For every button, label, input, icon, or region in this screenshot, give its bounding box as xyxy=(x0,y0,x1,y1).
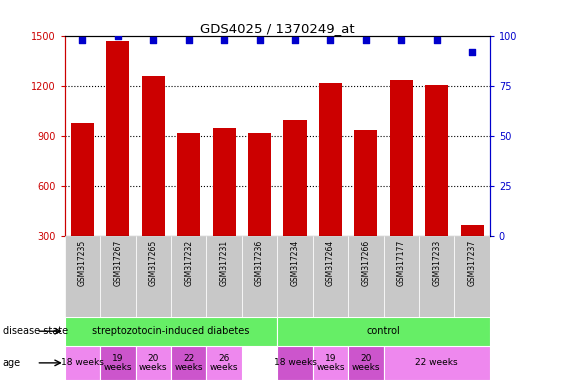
Text: GSM317237: GSM317237 xyxy=(468,240,477,286)
Bar xyxy=(278,317,490,346)
Point xyxy=(78,37,87,43)
Text: age: age xyxy=(3,358,21,368)
Title: GDS4025 / 1370249_at: GDS4025 / 1370249_at xyxy=(200,22,355,35)
Text: disease state: disease state xyxy=(3,326,68,336)
Bar xyxy=(65,317,278,346)
Bar xyxy=(100,236,136,317)
Bar xyxy=(348,236,383,317)
Bar xyxy=(390,80,413,236)
Text: 19
weeks: 19 weeks xyxy=(104,354,132,372)
Point xyxy=(468,50,477,56)
Point xyxy=(184,37,193,43)
Point xyxy=(291,37,300,43)
Text: GSM317236: GSM317236 xyxy=(255,240,264,286)
Bar xyxy=(65,346,100,380)
Bar xyxy=(354,130,377,236)
Bar xyxy=(461,225,484,236)
Text: 22
weeks: 22 weeks xyxy=(175,354,203,372)
Bar xyxy=(136,236,171,317)
Bar xyxy=(100,346,136,380)
Bar xyxy=(383,236,419,317)
Bar xyxy=(319,83,342,236)
Bar xyxy=(312,236,348,317)
Bar xyxy=(65,236,100,317)
Bar xyxy=(312,346,348,380)
Bar xyxy=(284,120,306,236)
Bar xyxy=(419,236,454,317)
Bar xyxy=(242,236,277,317)
Point xyxy=(255,37,264,43)
Bar xyxy=(213,128,236,236)
Bar xyxy=(207,346,242,380)
Text: GSM317232: GSM317232 xyxy=(184,240,193,286)
Point xyxy=(326,37,335,43)
Bar xyxy=(171,236,207,317)
Bar xyxy=(278,236,312,317)
Text: GSM317235: GSM317235 xyxy=(78,240,87,286)
Text: GSM317265: GSM317265 xyxy=(149,240,158,286)
Text: streptozotocin-induced diabetes: streptozotocin-induced diabetes xyxy=(92,326,250,336)
Text: 19
weeks: 19 weeks xyxy=(316,354,345,372)
Point xyxy=(113,33,122,40)
Text: GSM317177: GSM317177 xyxy=(397,240,406,286)
Point xyxy=(432,37,441,43)
Bar xyxy=(348,346,383,380)
Bar xyxy=(248,133,271,236)
Bar xyxy=(454,236,490,317)
Text: 18 weeks: 18 weeks xyxy=(61,358,104,367)
Text: GSM317267: GSM317267 xyxy=(113,240,122,286)
Bar xyxy=(142,76,165,236)
Bar xyxy=(106,41,129,236)
Point xyxy=(361,37,370,43)
Point xyxy=(397,37,406,43)
Text: GSM317233: GSM317233 xyxy=(432,240,441,286)
Bar xyxy=(425,85,448,236)
Bar xyxy=(177,133,200,236)
Bar xyxy=(136,346,171,380)
Text: 26
weeks: 26 weeks xyxy=(210,354,238,372)
Text: GSM317264: GSM317264 xyxy=(326,240,335,286)
Bar xyxy=(383,346,490,380)
Text: GSM317231: GSM317231 xyxy=(220,240,229,286)
Text: 20
weeks: 20 weeks xyxy=(139,354,168,372)
Bar xyxy=(278,346,312,380)
Text: GSM317266: GSM317266 xyxy=(361,240,370,286)
Text: 22 weeks: 22 weeks xyxy=(415,358,458,367)
Text: 20
weeks: 20 weeks xyxy=(351,354,380,372)
Bar xyxy=(171,346,207,380)
Text: control: control xyxy=(367,326,400,336)
Point xyxy=(149,37,158,43)
Text: GSM317234: GSM317234 xyxy=(291,240,300,286)
Bar xyxy=(71,123,94,236)
Point xyxy=(220,37,229,43)
Text: 18 weeks: 18 weeks xyxy=(274,358,316,367)
Bar xyxy=(207,236,242,317)
